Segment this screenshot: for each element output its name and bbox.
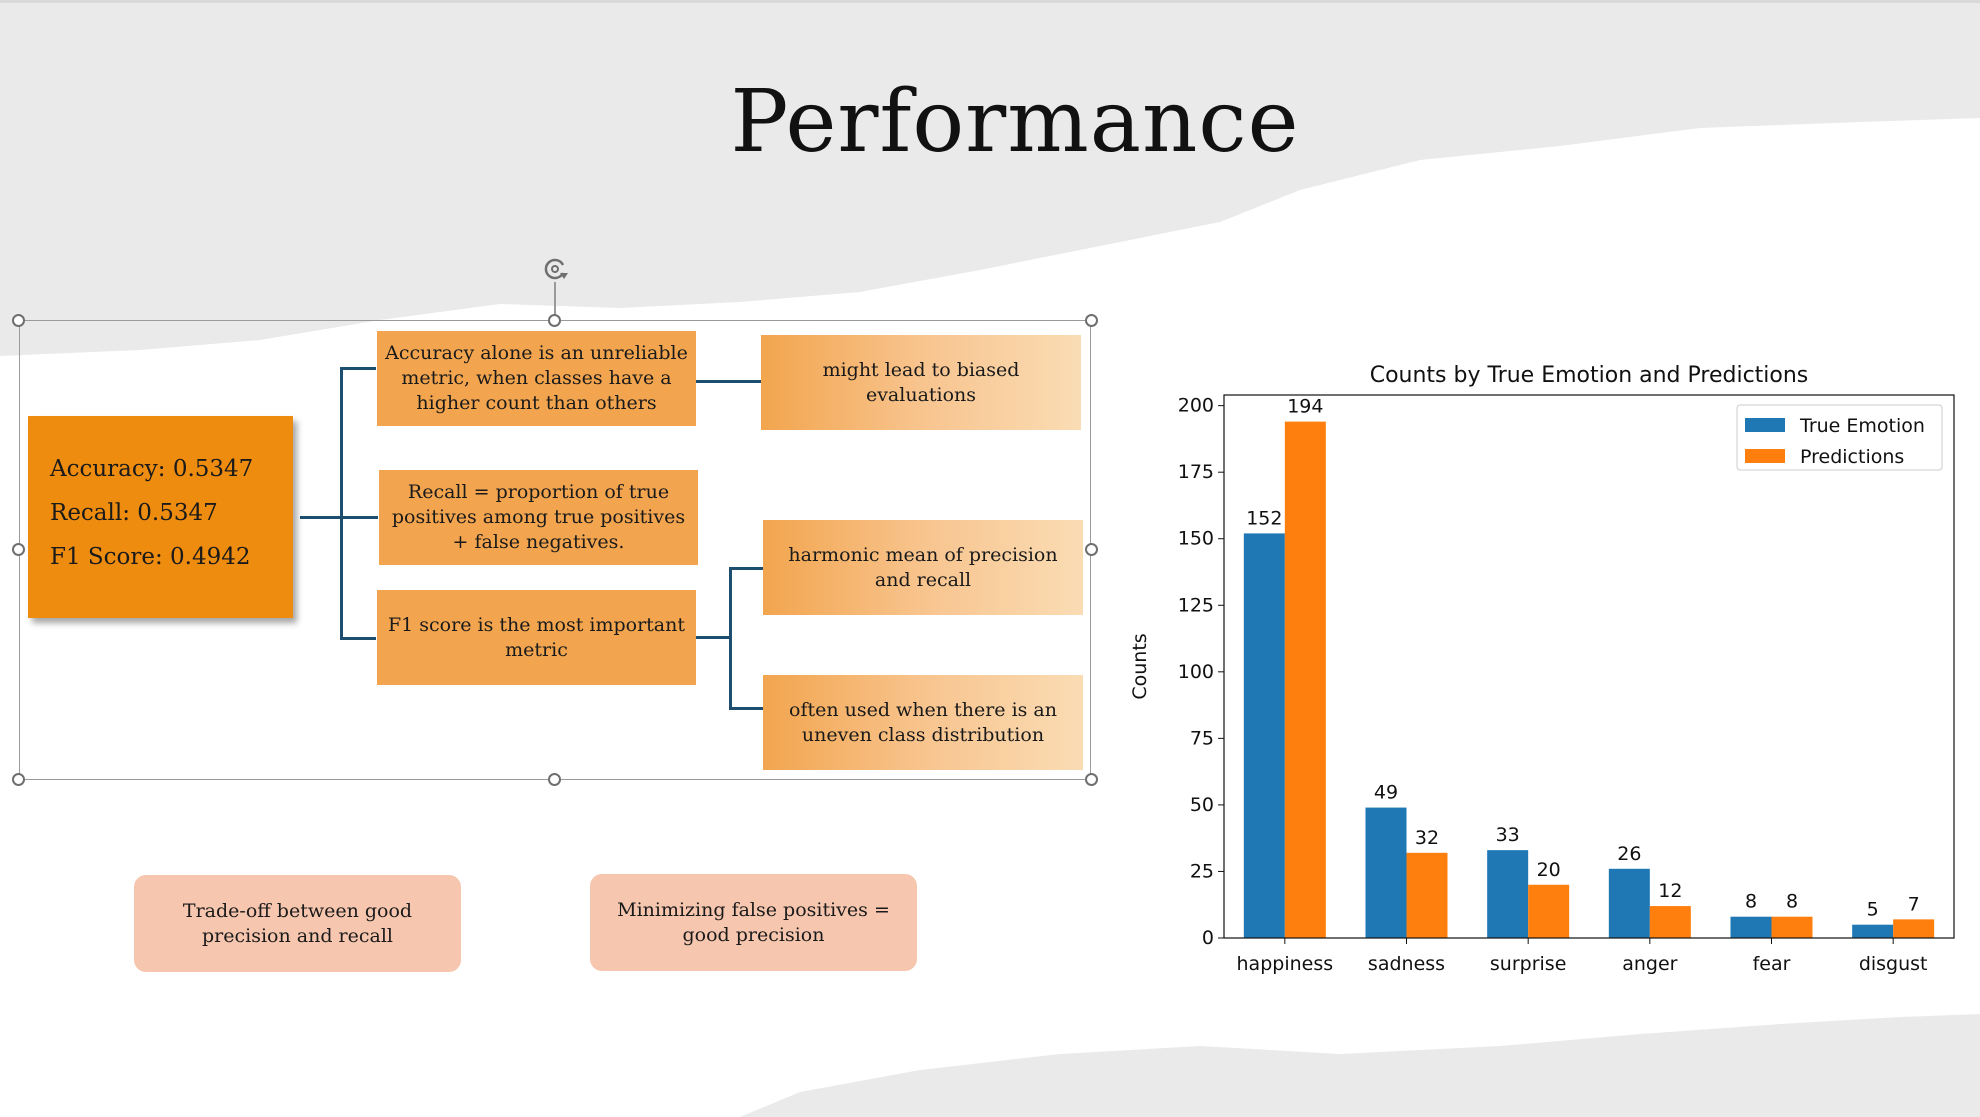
bar-value-label: 8 (1786, 891, 1798, 913)
rotate-icon[interactable] (540, 254, 570, 284)
rotation-stem (554, 282, 556, 320)
y-tick-label: 75 (1190, 727, 1214, 749)
bar (1284, 421, 1326, 938)
connector (340, 367, 343, 639)
connector (340, 367, 376, 370)
bar (1365, 807, 1407, 938)
harmonic-mean-box[interactable]: harmonic mean of precision and recall (763, 520, 1083, 615)
legend-label: Predictions (1800, 446, 1904, 468)
plot-frame (1223, 394, 1955, 939)
bar-value-label: 152 (1246, 507, 1282, 529)
accuracy-note-box[interactable]: Accuracy alone is an unreliable metric, … (377, 331, 696, 426)
legend-box (1736, 404, 1943, 471)
x-tick-label: sadness (1368, 953, 1445, 975)
connector (729, 567, 763, 570)
connector (696, 380, 761, 383)
connector (729, 567, 732, 709)
bar-value-label: 5 (1867, 899, 1879, 921)
false-positives-note[interactable]: Minimizing false positives = good precis… (590, 874, 917, 971)
resize-handle-bottom[interactable] (548, 773, 561, 786)
y-tick-label: 0 (1202, 927, 1214, 949)
bar (1852, 924, 1894, 938)
y-axis-label: Counts (1129, 633, 1151, 699)
slide-title: Performance (730, 72, 1300, 172)
bar-value-label: 33 (1496, 824, 1520, 846)
biased-evaluations-box[interactable]: might lead to biased evaluations (761, 335, 1081, 430)
y-tick-label: 125 (1178, 594, 1214, 616)
connector (340, 637, 376, 640)
resize-handle-left[interactable] (12, 543, 25, 556)
bar (1608, 868, 1650, 938)
connector (340, 516, 378, 519)
bar-value-label: 12 (1658, 880, 1682, 902)
resize-handle-right[interactable] (1085, 543, 1098, 556)
legend-swatch (1745, 449, 1785, 463)
legend-label: True Emotion (1799, 415, 1925, 437)
x-tick-label: happiness (1237, 953, 1334, 975)
resize-handle-top-left[interactable] (12, 314, 25, 327)
bar (1893, 919, 1935, 938)
bar (1771, 916, 1813, 938)
y-tick-label: 150 (1178, 528, 1214, 550)
bar-value-label: 26 (1617, 843, 1641, 865)
connector (729, 707, 763, 710)
bar (1528, 884, 1570, 938)
connector (300, 516, 340, 519)
tradeoff-note[interactable]: Trade-off between good precision and rec… (134, 875, 461, 972)
x-tick-label: surprise (1490, 953, 1567, 975)
bar (1406, 852, 1448, 938)
f1-score-value: F1 Score: 0.4942 (50, 544, 251, 570)
recall-note-box[interactable]: Recall = proportion of true positives am… (379, 470, 698, 565)
resize-handle-bottom-right[interactable] (1085, 773, 1098, 786)
connector (696, 636, 730, 639)
bar-value-label: 32 (1415, 827, 1439, 849)
uneven-distribution-box[interactable]: often used when there is an uneven class… (763, 675, 1083, 770)
x-tick-label: disgust (1859, 953, 1928, 975)
bar (1487, 850, 1529, 938)
chart-title: Counts by True Emotion and Predictions (1370, 363, 1809, 388)
bar-value-label: 20 (1537, 859, 1561, 881)
y-tick-label: 175 (1178, 461, 1214, 483)
f1-note-box[interactable]: F1 score is the most important metric (377, 590, 696, 685)
y-tick-label: 200 (1178, 395, 1214, 417)
bar-value-label: 7 (1908, 893, 1920, 915)
bar (1649, 906, 1691, 938)
metrics-box[interactable]: Accuracy: 0.5347 Recall: 0.5347 F1 Score… (28, 416, 293, 618)
bar (1243, 533, 1285, 938)
resize-handle-top[interactable] (548, 314, 561, 327)
y-tick-label: 50 (1190, 794, 1214, 816)
x-tick-label: fear (1753, 953, 1791, 975)
bar-value-label: 8 (1745, 891, 1757, 913)
y-tick-label: 100 (1178, 661, 1214, 683)
emotion-counts-chart[interactable]: Counts by True Emotion and Predictions Co… (1120, 350, 1960, 990)
bar-value-label: 194 (1287, 396, 1323, 418)
y-tick-label: 25 (1190, 860, 1214, 882)
accuracy-value: Accuracy: 0.5347 (50, 456, 254, 482)
bar-value-label: 49 (1374, 782, 1398, 804)
x-tick-label: anger (1622, 953, 1677, 975)
recall-value: Recall: 0.5347 (50, 500, 218, 526)
legend-swatch (1745, 418, 1785, 432)
resize-handle-top-right[interactable] (1085, 314, 1098, 327)
resize-handle-bottom-left[interactable] (12, 773, 25, 786)
bar (1730, 916, 1772, 938)
